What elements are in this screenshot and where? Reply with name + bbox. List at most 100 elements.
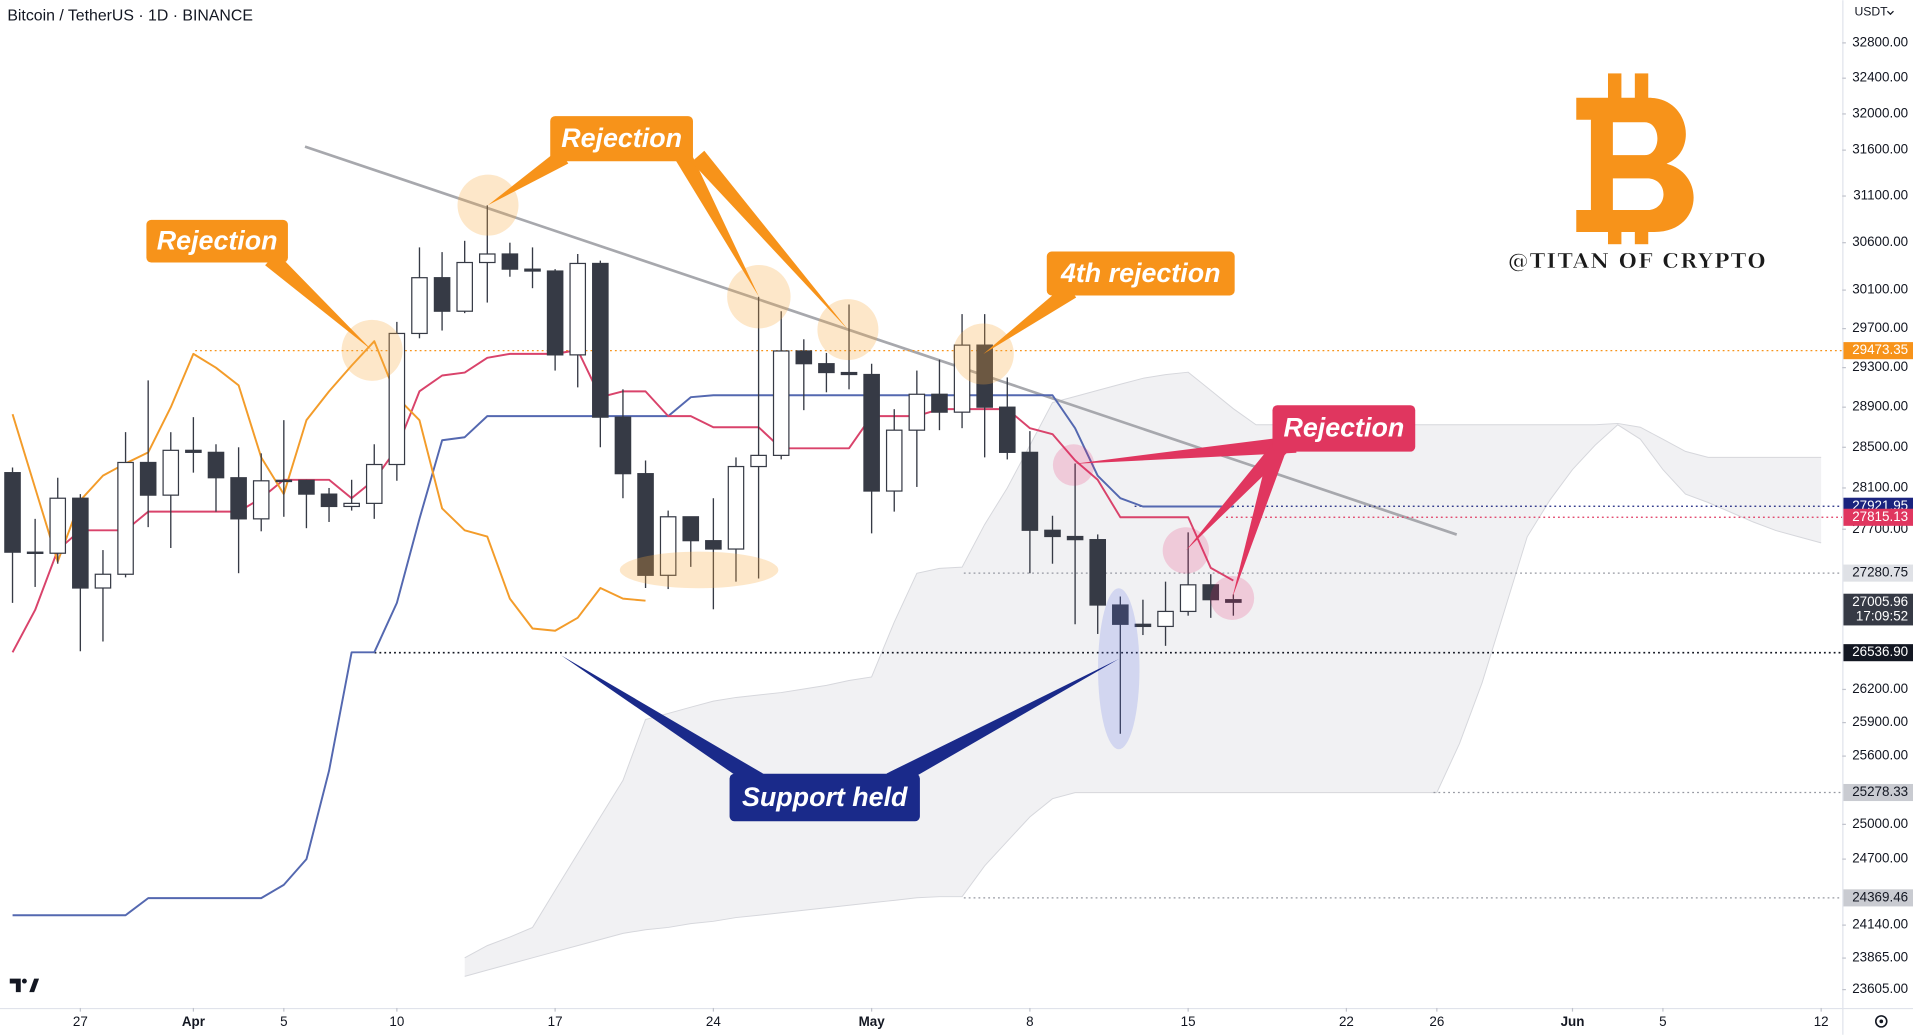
callout-text: Rejection bbox=[1283, 413, 1404, 443]
y-tick-label: 28500.00 bbox=[1852, 439, 1908, 454]
settings-gear-center[interactable] bbox=[1879, 1019, 1884, 1024]
callout-pointer bbox=[1185, 440, 1288, 551]
x-tick-label: 5 bbox=[1659, 1014, 1666, 1029]
candle-body bbox=[1089, 539, 1107, 606]
candle-body bbox=[908, 393, 926, 431]
price-label-box bbox=[1843, 342, 1913, 360]
bitcoin-logo bbox=[1576, 73, 1694, 245]
y-tick-label: 31600.00 bbox=[1852, 142, 1908, 157]
plot-area bbox=[4, 145, 1843, 977]
candle-body bbox=[637, 473, 654, 576]
settings-gear[interactable] bbox=[1874, 1015, 1888, 1028]
candle-body bbox=[682, 516, 700, 542]
callout-pointer bbox=[675, 152, 759, 297]
price-label-box bbox=[1843, 593, 1913, 626]
candle-body bbox=[298, 479, 315, 495]
callout-box bbox=[1272, 405, 1416, 452]
y-tick-label: 32000.00 bbox=[1852, 105, 1908, 120]
y-tick-label: 25000.00 bbox=[1852, 816, 1908, 831]
callout-box bbox=[550, 116, 693, 162]
candle-body bbox=[365, 463, 383, 504]
chart-title: Bitcoin / TetherUS · 1D · BINANCE bbox=[7, 7, 253, 24]
x-tick-label: 8 bbox=[1026, 1014, 1033, 1029]
candle-body bbox=[1044, 529, 1061, 538]
callout-pointer bbox=[983, 283, 1077, 355]
price-label: 29473.35 bbox=[1852, 342, 1908, 357]
candle-body bbox=[1157, 610, 1174, 628]
candle-body bbox=[1134, 623, 1152, 628]
callout-pointer bbox=[1073, 435, 1297, 464]
candle-body bbox=[94, 573, 112, 589]
candle-body bbox=[863, 373, 880, 492]
price-label: 27815.13 bbox=[1852, 509, 1908, 524]
candle-body bbox=[185, 449, 202, 453]
highlight bbox=[1052, 444, 1095, 486]
x-tick-label: Jun bbox=[1561, 1014, 1585, 1029]
candle-body bbox=[772, 350, 790, 456]
x-tick-label: 24 bbox=[706, 1014, 721, 1029]
candle-body bbox=[1021, 451, 1039, 531]
candle-body bbox=[998, 406, 1016, 453]
x-tick-label: 5 bbox=[280, 1014, 287, 1029]
x-tick-label: 22 bbox=[1339, 1014, 1354, 1029]
price-label-box bbox=[1843, 644, 1913, 662]
x-tick-label: 27 bbox=[73, 1014, 88, 1029]
candle-body bbox=[795, 350, 813, 365]
price-label: 27280.75 bbox=[1852, 565, 1908, 580]
settings-icon[interactable] bbox=[1874, 1015, 1888, 1028]
highlight bbox=[1098, 588, 1140, 750]
x-tick-label: 17 bbox=[548, 1014, 563, 1029]
candle-body bbox=[275, 479, 293, 483]
tradingview-logo bbox=[9, 978, 40, 993]
y-tick-label: 29700.00 bbox=[1852, 320, 1908, 335]
candle-body bbox=[931, 393, 948, 413]
price-label: 25278.33 bbox=[1852, 784, 1908, 799]
candle-body bbox=[705, 540, 722, 550]
x-tick-label: 12 bbox=[1814, 1014, 1829, 1029]
x-tick-label: Apr bbox=[182, 1014, 206, 1029]
y-tick-label: 28900.00 bbox=[1852, 399, 1908, 414]
y-tick-label: 23605.00 bbox=[1852, 981, 1908, 996]
price-label: 24369.46 bbox=[1852, 889, 1908, 904]
y-tick-label: 29300.00 bbox=[1852, 359, 1908, 374]
axes: 32800.00 32400.00 32000.00 31600.00 31100.00… bbox=[73, 34, 1913, 1029]
candle-body bbox=[1112, 604, 1129, 625]
x-tick-label: 26 bbox=[1429, 1014, 1444, 1029]
candle-body bbox=[546, 270, 564, 356]
candle-body bbox=[1202, 584, 1220, 601]
highlight bbox=[1210, 576, 1255, 620]
y-tick-label: 26200.00 bbox=[1852, 681, 1908, 696]
candle-body bbox=[592, 262, 609, 418]
highlight bbox=[619, 551, 779, 589]
x-tick-label: May bbox=[859, 1014, 886, 1029]
x-tick-label: 10 bbox=[389, 1014, 404, 1029]
candle-body bbox=[388, 332, 406, 466]
candle-body bbox=[456, 261, 473, 312]
callout-pointer bbox=[886, 659, 1119, 789]
price-label-box bbox=[1843, 564, 1913, 582]
candle-body bbox=[840, 371, 858, 376]
candle-body bbox=[524, 268, 541, 272]
cloud-fill bbox=[464, 372, 1822, 977]
cloud-edge bbox=[464, 371, 1822, 959]
y-tick-label: 30100.00 bbox=[1852, 282, 1908, 297]
y-tick-label: 31100.00 bbox=[1853, 188, 1908, 203]
callout-pointer bbox=[265, 252, 373, 351]
callout-pointer bbox=[691, 150, 848, 330]
currency-label[interactable]: USDT bbox=[1854, 5, 1888, 19]
callout-text: Rejection bbox=[157, 225, 278, 255]
callout-pointer bbox=[488, 149, 569, 206]
price-label-box bbox=[1843, 508, 1913, 526]
candle-body bbox=[1066, 535, 1084, 541]
y-tick-label: 23865.00 bbox=[1852, 950, 1908, 965]
callout-box bbox=[1046, 251, 1235, 296]
y-tick-label: 25600.00 bbox=[1852, 748, 1908, 763]
currency-caret[interactable] bbox=[1886, 10, 1894, 16]
x-tick-label: 15 bbox=[1181, 1014, 1196, 1029]
price-label-box bbox=[1843, 783, 1913, 802]
candle-body bbox=[252, 480, 270, 520]
y-tick-label: 28100.00 bbox=[1852, 480, 1908, 495]
candle-body bbox=[343, 502, 360, 508]
